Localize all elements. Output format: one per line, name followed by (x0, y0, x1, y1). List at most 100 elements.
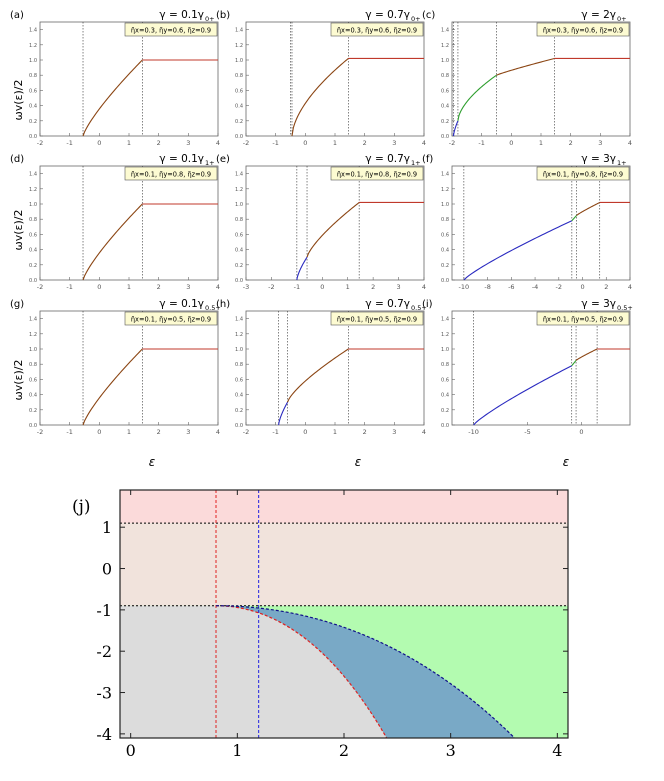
y-tick-label: 1.4 (441, 172, 449, 178)
x-tick-label: 4 (422, 428, 426, 436)
y-tick-label: 1.2 (441, 43, 449, 49)
x-tick-label: -1 (66, 139, 72, 147)
data-line (296, 256, 308, 281)
boundary-blue (215, 605, 516, 739)
gamma-title: γ = 0.7γ (365, 153, 410, 165)
plot-frame (451, 310, 631, 426)
params-box (536, 311, 630, 326)
x-tick-label: 1 (346, 283, 350, 291)
gamma-title: γ = 0.1γ (159, 153, 204, 165)
y-tick-label: 1.4 (29, 172, 37, 178)
y-tick-label: 0.8 (441, 217, 449, 223)
data-line (82, 203, 143, 281)
panel-e: 0.0 0.2 0.4 0.6 0.8 1.0 1.2 1.4 -3 -2 -1 0 1 2 3 4 (e) γ … (216, 153, 426, 291)
x-tick-label: 2 (157, 139, 161, 147)
y-tick-label: 0.2 (29, 263, 37, 269)
y-tick-label: 1.4 (235, 172, 243, 178)
y-tick-label: 0.2 (235, 119, 243, 125)
y-tick-label: 0.0 (29, 423, 37, 429)
params-box (536, 22, 630, 37)
x-tick-label: -2 (37, 283, 43, 291)
y-tick-label: 1.0 (441, 202, 449, 208)
x-tick-label: 3 (397, 283, 401, 291)
x-tick-label: 2 (604, 283, 608, 291)
y-tick-label: 0.0 (235, 423, 243, 429)
x-tick-label: 2 (339, 741, 349, 760)
x-tick-label: 3 (186, 139, 190, 147)
region-gray (120, 605, 387, 738)
y-tick-label: 1.0 (29, 347, 37, 353)
y-tick-label: 0.8 (235, 217, 243, 223)
y-tick-label: 0.8 (441, 73, 449, 79)
y-tick-label: 0.2 (29, 119, 37, 125)
x-tick-label: 2 (569, 139, 573, 147)
params-text: η̃x=0.3, η̃y=0.6, η̃z=0.9 (543, 27, 623, 35)
x-tick-label: 3 (392, 428, 396, 436)
y-tick-label: 1.0 (29, 202, 37, 208)
gamma-subscript: 0.5+ (617, 304, 633, 312)
data-line (571, 360, 577, 367)
y-tick-label: 1.2 (29, 187, 37, 193)
y-tick-label: 0.4 (29, 393, 37, 399)
x-tick-label: 3 (392, 139, 396, 147)
x-tick-label: 3 (186, 428, 190, 436)
gamma-title: γ = 0.7γ (365, 9, 410, 21)
x-tick-label: 1 (333, 428, 337, 436)
y-axis-label-row3: ωv(ε)/2 (12, 360, 25, 401)
x-axis-label-col3: ε (563, 455, 570, 469)
data-line (82, 59, 143, 137)
data-line (278, 401, 289, 426)
gamma-subscript: 1+ (205, 159, 215, 167)
x-tick-label: 4 (628, 283, 632, 291)
y-tick-label: 1.4 (235, 28, 243, 34)
y-tick-label: 0.2 (235, 263, 243, 269)
data-line (287, 348, 349, 403)
data-line (306, 202, 360, 258)
plot-frame (245, 21, 425, 137)
plot-frame (39, 310, 219, 426)
x-tick-label: 4 (216, 428, 220, 436)
plot-frame (451, 165, 631, 281)
y-tick-label: 0.0 (29, 278, 37, 284)
panel-h: 0.0 0.2 0.4 0.6 0.8 1.0 1.2 1.4 -2 -1 0 1 2 3 4 (h) γ = … (216, 298, 427, 436)
params-box (330, 22, 424, 37)
y-tick-label: 0.8 (29, 217, 37, 223)
panel-label: (e) (216, 154, 230, 165)
y-tick-label: 0.8 (29, 362, 37, 368)
y-tick-label: 0.4 (441, 248, 449, 254)
x-axis-label-col2: ε (355, 455, 362, 469)
x-tick-label: 4 (552, 741, 562, 760)
panel-c: 0.0 0.2 0.4 0.6 0.8 1.0 1.2 1.4 -2 -1 0 1 2 3 4 (c) γ = … (422, 9, 632, 147)
y-tick-label: 0.4 (441, 104, 449, 110)
panel-label: (h) (216, 299, 230, 310)
y-tick-label: 0.6 (441, 232, 449, 238)
y-tick-label: 0.0 (441, 278, 449, 284)
y-tick-label: 1.4 (441, 317, 449, 323)
y-tick-label: 1.0 (29, 58, 37, 64)
x-tick-label: 4 (422, 283, 426, 291)
data-line (291, 58, 349, 137)
y-tick-label: 0.2 (29, 408, 37, 414)
panel-label: (g) (10, 299, 24, 310)
params-text: η̃x=0.1, η̃y=0.8, η̃z=0.9 (337, 171, 417, 179)
plot-frame (39, 165, 219, 281)
x-tick-label: 3 (598, 139, 602, 147)
x-tick-label: -1 (272, 428, 278, 436)
x-tick-label: -1 (294, 283, 300, 291)
gamma-title: γ = 0.7γ (365, 298, 410, 310)
y-tick-label: 1.2 (235, 43, 243, 49)
x-tick-label: 4 (422, 139, 426, 147)
panel-label: (i) (422, 299, 433, 310)
params-text: η̃x=0.1, η̃y=0.5, η̃z=0.9 (543, 316, 623, 324)
y-tick-label: 0.8 (235, 73, 243, 79)
y-tick-label: 0.4 (235, 393, 243, 399)
panel-i: 0.0 0.2 0.4 0.6 0.8 1.0 1.2 1.4 -10 -5 0 (i) γ = 3γ 0… (422, 298, 633, 436)
x-tick-label: 1 (127, 139, 131, 147)
plot-frame (451, 21, 631, 137)
y-tick-label: 1.2 (235, 332, 243, 338)
params-box (124, 311, 218, 326)
x-tick-label: -1 (66, 428, 72, 436)
panel-d: 0.0 0.2 0.4 0.6 0.8 1.0 1.2 1.4 -2 -1 0 1 2 3 4 (d) γ = … (10, 153, 220, 291)
gamma-title: γ = 3γ (581, 153, 616, 165)
data-line (496, 57, 555, 76)
